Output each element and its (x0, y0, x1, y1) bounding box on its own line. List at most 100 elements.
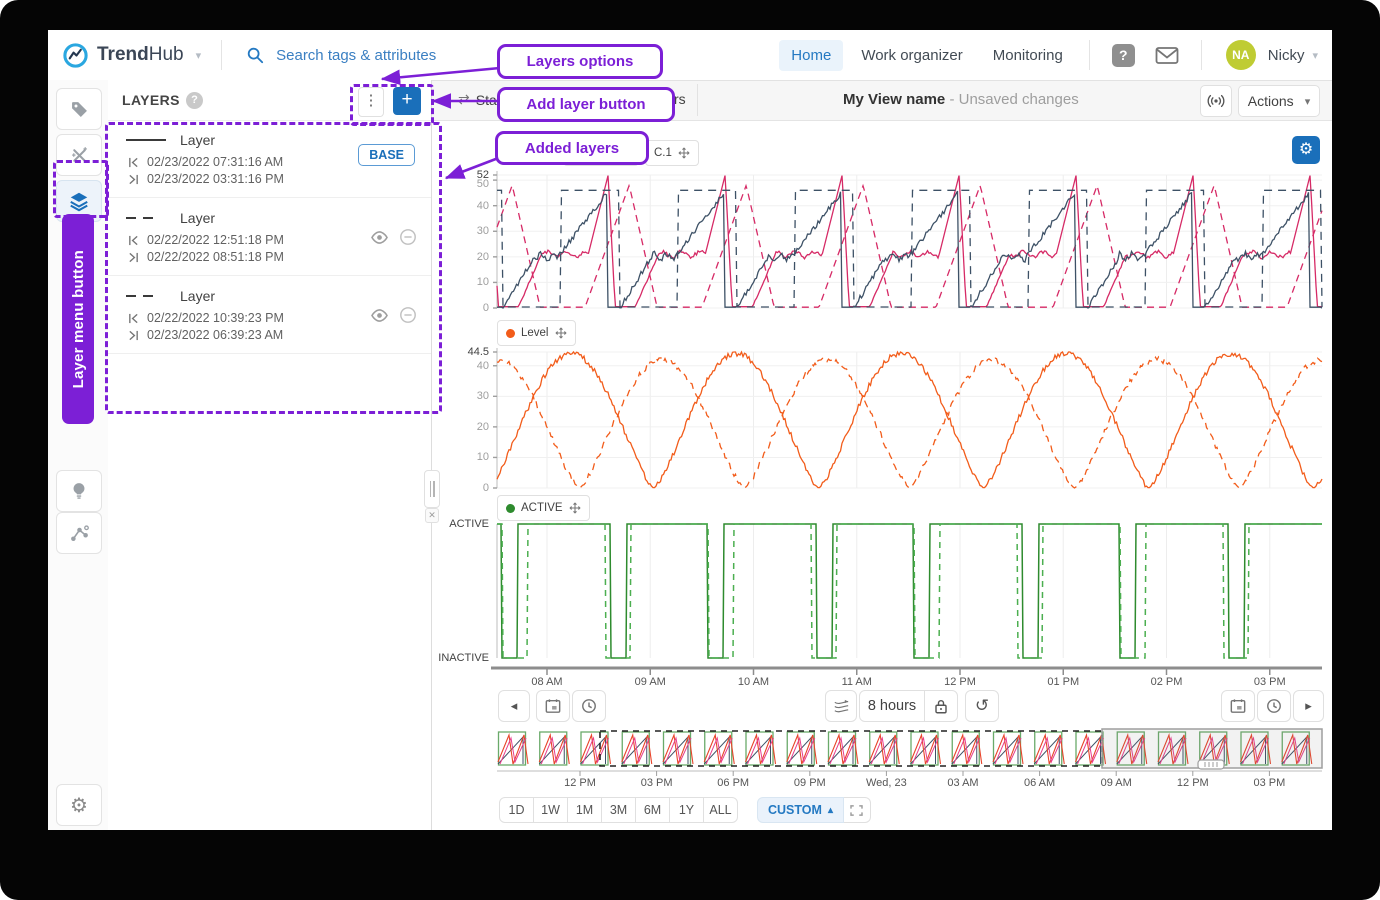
axis-tick-label: 10 (455, 276, 489, 288)
top-navbar: TrendHub ▾ HomeWork organizerMonitoring … (48, 30, 1332, 81)
active-legend-dot (506, 504, 515, 513)
nav-item-work-organizer[interactable]: Work organizer (849, 40, 974, 71)
move-handle-icon[interactable] (678, 147, 690, 159)
pan-left-button[interactable]: ◂ (498, 690, 530, 722)
help-button[interactable]: ? (1112, 44, 1135, 67)
axis-tick-label: 11 AM (842, 676, 872, 688)
layer-end-time: 02/23/2022 03:31:16 PM (147, 172, 284, 186)
layer-item-3[interactable]: Layer02/22/2022 10:39:23 PM02/23/2022 06… (108, 276, 431, 354)
brand-chevron-icon[interactable]: ▾ (196, 49, 202, 62)
mail-icon[interactable] (1155, 46, 1179, 65)
remove-layer-icon[interactable] (399, 306, 417, 324)
gear-icon: ⚙ (70, 793, 88, 818)
legend-label: Level (521, 327, 549, 339)
layer-item-1[interactable]: Layer02/23/2022 07:31:16 AM02/23/2022 03… (108, 120, 431, 198)
add-layer-button[interactable]: + (393, 87, 421, 115)
sidebar-item-tags[interactable] (56, 88, 102, 130)
tag-icon (69, 99, 90, 120)
axis-tick-label: 03 PM (641, 777, 673, 789)
axis-tick-label: 12 PM (1177, 777, 1209, 789)
range-button-1m[interactable]: 1M (567, 797, 602, 823)
layers-options-button[interactable]: ⋮ (358, 87, 384, 117)
end-time-button[interactable] (1257, 690, 1291, 722)
legend-label: C.1 (654, 147, 672, 159)
view-tab-partial[interactable]: ⇄ Sta (458, 91, 497, 108)
clock-icon (1266, 698, 1282, 714)
fit-screen-icon (850, 805, 863, 816)
pan-right-button[interactable]: ▸ (1293, 690, 1324, 722)
visibility-icon[interactable] (370, 230, 389, 245)
layer-line-style (126, 217, 166, 219)
trendhub-logo[interactable]: TrendHub ▾ (48, 42, 211, 69)
toggle-layer-visibility-button[interactable] (370, 308, 389, 328)
context-layer-selection (600, 731, 1102, 766)
nav-item-monitoring[interactable]: Monitoring (981, 40, 1075, 71)
start-calendar-button[interactable] (536, 690, 570, 722)
lock-duration-button[interactable] (924, 690, 958, 722)
axis-tick-label: 02 PM (1151, 676, 1183, 688)
layer-item-2[interactable]: Layer02/22/2022 12:51:18 PM02/22/2022 08… (108, 198, 431, 276)
axis-tick-label: 10 AM (738, 676, 769, 688)
axis-tick-label: INACTIVE (429, 652, 489, 664)
calculation-tools-icon (69, 145, 90, 166)
sidebar-item-scatter[interactable] (56, 512, 102, 554)
visibility-icon[interactable] (370, 308, 389, 323)
remove-layer-button[interactable] (399, 228, 417, 251)
live-mode-button[interactable] (1200, 85, 1232, 117)
legend-chip-level[interactable]: Level (497, 320, 576, 346)
end-calendar-button[interactable] (1221, 690, 1255, 722)
remove-layer-icon[interactable] (399, 228, 417, 246)
toggle-layer-visibility-button[interactable] (370, 230, 389, 250)
remove-layer-button[interactable] (399, 306, 417, 329)
layers-help-icon[interactable]: ? (186, 92, 203, 109)
panel-collapse-button[interactable]: ✕ (425, 508, 439, 523)
app-window: TrendHub ▾ HomeWork organizerMonitoring … (48, 30, 1332, 830)
lightbulb-icon (69, 481, 89, 501)
duration-button[interactable]: 8 hours (859, 690, 925, 722)
time-range-buttons: 1D1W1M3M6M1YALL (499, 797, 738, 823)
chart-settings-button[interactable]: ⚙ (1292, 136, 1320, 164)
axis-tick-label: 01 PM (1047, 676, 1079, 688)
range-button-1y[interactable]: 1Y (669, 797, 704, 823)
axis-tick-label: 44.5 (455, 346, 489, 358)
custom-range-button[interactable]: CUSTOM▴ (757, 797, 844, 823)
range-button-3m[interactable]: 3M (601, 797, 636, 823)
series-temperature-layer (497, 190, 1322, 307)
layer-start-time: 02/23/2022 07:31:16 AM (147, 155, 283, 169)
layers-panel-header: LAYERS ? ⋮ + (108, 80, 431, 121)
broadcast-icon (1207, 94, 1225, 108)
user-menu-chevron-icon[interactable]: ▾ (1312, 49, 1318, 62)
axis-tick-label: 30 (455, 390, 489, 402)
range-button-6m[interactable]: 6M (635, 797, 670, 823)
range-button-1d[interactable]: 1D (499, 797, 534, 823)
user-avatar[interactable]: NA (1226, 40, 1256, 70)
range-button-all[interactable]: ALL (703, 797, 738, 823)
fit-range-icon-button[interactable] (844, 797, 871, 823)
user-name[interactable]: Nicky (1268, 47, 1305, 64)
start-time-button[interactable] (572, 690, 606, 722)
axis-tick-label: 09 PM (794, 777, 826, 789)
navbar-right: HomeWork organizerMonitoring ? NA Nicky … (779, 40, 1332, 71)
axis-tick-label: Wed, 23 (866, 777, 907, 789)
history-button[interactable]: ↺ (965, 690, 999, 722)
range-button-1w[interactable]: 1W (533, 797, 568, 823)
sidebar-item-settings[interactable]: ⚙ (56, 784, 102, 826)
annotation-added-layers: Added layers (495, 131, 649, 165)
sidebar-item-recommendations[interactable] (56, 470, 102, 512)
chart-type-button[interactable] (825, 690, 857, 722)
move-handle-icon[interactable] (555, 327, 567, 339)
legend-chip-c1[interactable]: C.1 (645, 140, 699, 166)
move-handle-icon[interactable] (569, 502, 581, 514)
sidebar-item-calculations[interactable] (56, 134, 102, 176)
legend-chip-active[interactable]: ACTIVE (497, 495, 590, 521)
annotation-add-layer: Add layer button (497, 87, 675, 122)
nav-item-home[interactable]: Home (779, 40, 843, 71)
main-nav: HomeWork organizerMonitoring (779, 40, 1075, 71)
panel-resize-handle[interactable] (424, 470, 440, 508)
layer-line-style (126, 139, 166, 141)
axis-tick-label: 40 (455, 360, 489, 372)
trend-compare-icon (833, 699, 850, 714)
range-end-icon (128, 252, 139, 263)
layer-name: Layer (180, 288, 215, 304)
actions-button[interactable]: Actions▾ (1238, 85, 1320, 117)
